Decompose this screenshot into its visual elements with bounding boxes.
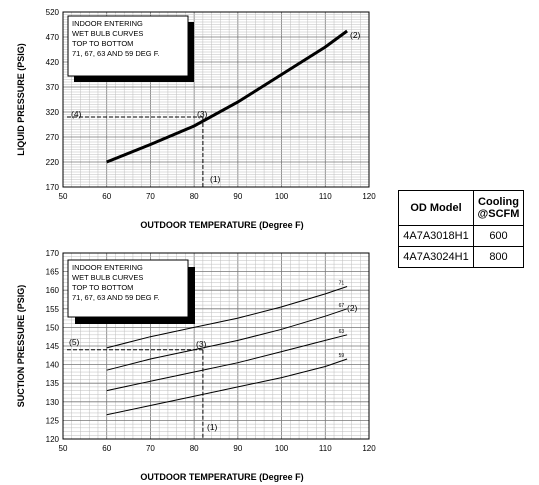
table-cell-cooling: 600 <box>473 225 524 247</box>
annotation-5: (5) <box>69 337 80 347</box>
legend-box-line: 71, 67, 63 AND 59 DEG F. <box>72 293 160 302</box>
x-tick-label: 100 <box>275 192 289 201</box>
plot-frame <box>62 252 370 440</box>
table-row: 4A7A3024H1 800 <box>398 246 524 268</box>
y-tick-label: 370 <box>46 83 60 92</box>
x-tick-label: 60 <box>102 444 111 453</box>
legend-box-line: WET BULB CURVES <box>72 273 143 282</box>
legend-box-line: TOP TO BOTTOM <box>72 283 133 292</box>
table-cell-cooling: 800 <box>473 246 524 268</box>
annotation-1: (1) <box>207 422 218 432</box>
table-header-cooling-line1: Cooling <box>478 196 519 208</box>
y-tick-label: 155 <box>46 305 60 314</box>
y-axis-label: SUCTION PRESSURE (PSIG) <box>16 285 26 408</box>
y-tick-label: 140 <box>46 361 60 370</box>
y-tick-label: 145 <box>46 342 60 351</box>
y-tick-label: 320 <box>46 108 60 117</box>
x-tick-label: 80 <box>190 192 199 201</box>
chart-1: 50 60 70 80 90 100 110 120 170 220 270 320 370 420 470… <box>16 8 376 230</box>
legend-box-line: INDOOR ENTERING <box>72 19 143 28</box>
legend-box-line: TOP TO BOTTOM <box>72 39 133 48</box>
table-cell-model: 4A7A3018H1 <box>398 225 474 247</box>
y-tick-label: 270 <box>46 133 60 142</box>
x-tick-label: 70 <box>146 444 155 453</box>
y-tick-label: 150 <box>46 323 60 332</box>
annotation-2: (2) <box>350 30 361 40</box>
y-tick-label: 170 <box>46 183 60 192</box>
x-tick-label: 100 <box>275 444 289 453</box>
y-tick-label: 135 <box>46 379 60 388</box>
table-header-cooling-line2: @SCFM <box>477 208 520 220</box>
annotation-3: (3) <box>197 109 208 119</box>
annotation-2: (2) <box>347 303 358 313</box>
y-tick-label: 470 <box>46 33 60 42</box>
series-label: 67 <box>339 303 345 309</box>
x-tick-label: 70 <box>146 192 155 201</box>
x-axis-label: OUTDOOR TEMPERATURE (Degree F) <box>140 220 303 230</box>
x-tick-label: 90 <box>233 444 242 453</box>
plot-frame <box>62 11 370 188</box>
table-cell-model: 4A7A3024H1 <box>398 246 474 268</box>
x-tick-label: 120 <box>362 192 376 201</box>
series-line <box>106 286 348 349</box>
series-label: 63 <box>339 329 345 335</box>
y-tick-label: 165 <box>46 268 60 277</box>
x-tick-label: 110 <box>319 192 332 201</box>
x-tick-label: 90 <box>233 192 242 201</box>
x-tick-label: 80 <box>190 444 199 453</box>
legend-box <box>67 15 189 77</box>
legend-box-line: INDOOR ENTERING <box>72 263 143 272</box>
x-tick-label: 60 <box>102 192 111 201</box>
y-axis-label: LIQUID PRESSURE (PSIG) <box>16 43 26 156</box>
y-tick-label: 130 <box>46 398 60 407</box>
x-tick-label: 50 <box>59 444 68 453</box>
table-row: 4A7A3018H1 600 <box>398 225 524 247</box>
annotation-3: (3) <box>196 339 207 349</box>
y-tick-label: 420 <box>46 58 60 67</box>
y-tick-label: 170 <box>46 249 60 258</box>
legend-box <box>67 259 189 318</box>
series-label: 71 <box>339 280 345 286</box>
y-tick-label: 120 <box>46 435 60 444</box>
annotation-4: (4) <box>71 109 82 119</box>
series-line <box>106 29 348 164</box>
legend-box-line: WET BULB CURVES <box>72 29 143 38</box>
y-tick-label: 125 <box>46 416 60 425</box>
table-header-model: OD Model <box>398 190 474 226</box>
x-tick-label: 120 <box>362 444 376 453</box>
y-tick-label: 160 <box>46 286 60 295</box>
x-axis-label: OUTDOOR TEMPERATURE (Degree F) <box>140 472 303 482</box>
series-line <box>106 334 348 392</box>
table-header-cooling: Cooling @SCFM <box>473 190 524 226</box>
series-line <box>106 308 348 371</box>
series-line <box>106 358 348 416</box>
x-tick-label: 50 <box>59 192 68 201</box>
series-label: 59 <box>339 353 345 359</box>
chart-2: 50 60 70 80 90 100 110 120 120 125 130 135 140 145 150… <box>16 249 376 482</box>
annotation-1: (1) <box>210 174 221 184</box>
y-tick-label: 520 <box>46 8 60 17</box>
legend-box-line: 71, 67, 63 AND 59 DEG F. <box>72 49 160 58</box>
y-tick-label: 220 <box>46 158 60 167</box>
x-tick-label: 110 <box>319 444 332 453</box>
model-table: OD Model Cooling @SCFM 4A7A3018H1 600 4A… <box>398 190 524 268</box>
